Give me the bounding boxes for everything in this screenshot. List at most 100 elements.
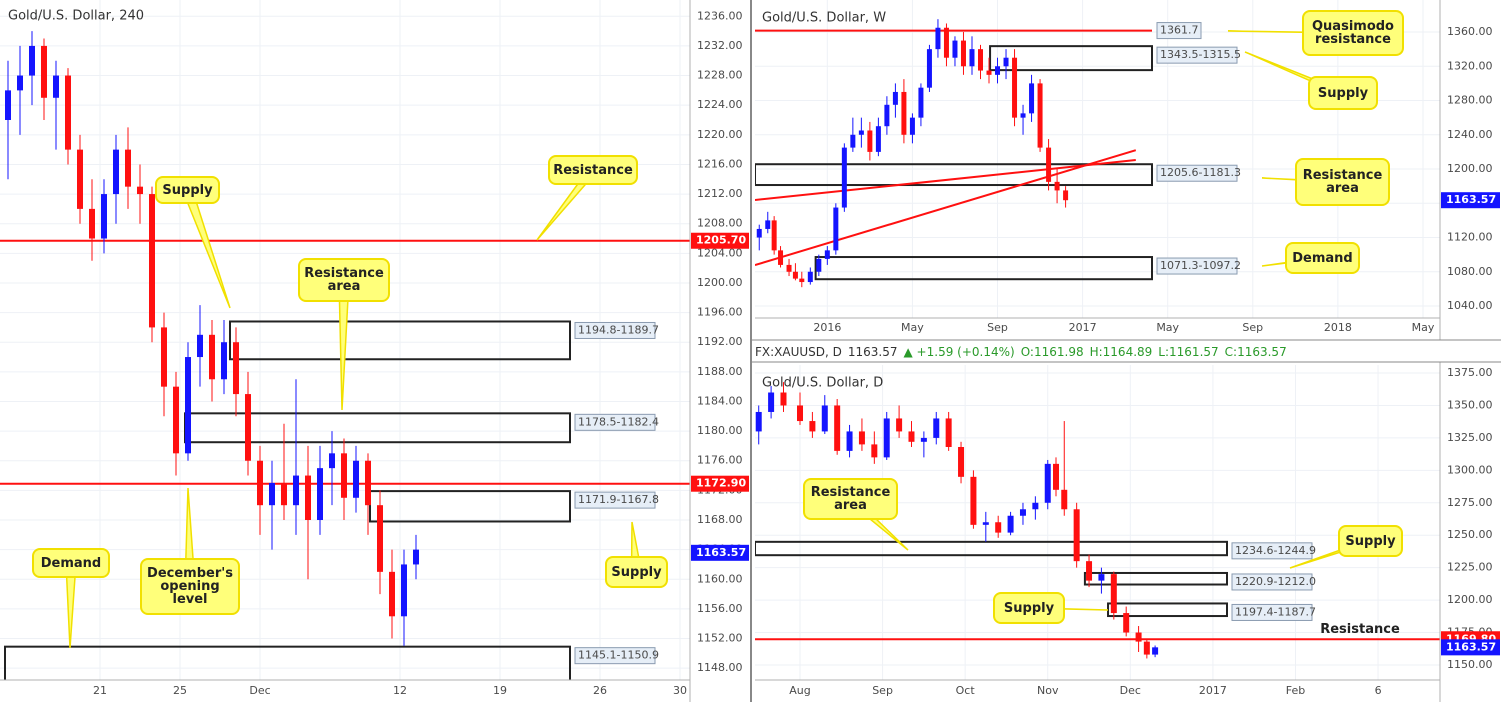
y-tick-label: 1300.00 (1447, 463, 1493, 476)
candle-body (918, 87, 924, 118)
y-tick-label: 1220.00 (697, 128, 743, 141)
zone-label: 1171.9-1167.8 (578, 493, 659, 506)
plot-area (0, 0, 690, 680)
x-tick-label: 26 (593, 684, 607, 697)
x-tick-label: 2017 (1199, 684, 1227, 697)
candle-body (756, 228, 762, 238)
candle-body (1032, 502, 1039, 510)
candle-body (933, 418, 940, 438)
candle-body (65, 75, 71, 150)
candle-body (17, 75, 23, 91)
y-tick-label: 1225.00 (1447, 561, 1493, 574)
candle-body (1053, 463, 1060, 490)
candle-body (1123, 613, 1130, 633)
zone-box (814, 256, 1154, 281)
y-tick-label: 1150.00 (1447, 658, 1493, 671)
candle-body (824, 250, 830, 259)
x-tick-label: Sep (987, 321, 1008, 334)
y-tick-label: 1250.00 (1447, 528, 1493, 541)
candle-body (329, 453, 335, 469)
chart-title: Gold/U.S. Dollar, D (762, 376, 883, 391)
x-tick-label: May (1412, 321, 1435, 334)
candle-body (1135, 632, 1142, 642)
y-tick-label: 1375.00 (1447, 366, 1493, 379)
x-tick-label: May (1156, 321, 1179, 334)
callout: December's opening level (140, 558, 240, 615)
callout: Demand (1285, 242, 1360, 274)
candle-body (1037, 83, 1043, 148)
x-tick-label: Sep (1242, 321, 1263, 334)
y-tick-label: 1192.00 (697, 335, 743, 348)
zone-label: 1194.8-1189.7 (578, 323, 659, 336)
candle-body (257, 460, 263, 506)
candle-body (1086, 561, 1093, 581)
price-tag (1441, 192, 1500, 209)
y-tick-label: 1208.00 (697, 217, 743, 230)
zone-box (369, 490, 571, 523)
y-tick-label: 1216.00 (697, 157, 743, 170)
x-tick-label: 21 (93, 684, 107, 697)
candle-body (149, 194, 155, 328)
candle-body (29, 45, 35, 76)
x-tick-label: Nov (1037, 684, 1059, 697)
candle-body (809, 421, 816, 432)
candle-body (1054, 181, 1060, 191)
y-tick-label: 1156.00 (697, 602, 743, 615)
change: ▲ +1.59 (+0.14%) (903, 345, 1015, 359)
candle-body (977, 49, 983, 71)
zone-tag (574, 321, 656, 339)
candle-body (935, 27, 941, 50)
x-tick-label: Aug (789, 684, 810, 697)
candle-body (970, 476, 977, 525)
candle-body (5, 90, 11, 120)
callout: Supply (605, 556, 668, 588)
candle-body (871, 444, 878, 458)
x-tick-label: 6 (1375, 684, 1382, 697)
candle-body (1152, 647, 1159, 655)
candle-body (807, 271, 813, 283)
candle-body (771, 220, 777, 251)
candle-body (221, 342, 227, 380)
candle-body (846, 431, 853, 451)
candle-body (53, 75, 59, 98)
y-tick-label: 1080.00 (1447, 265, 1493, 278)
x-tick-label: 2016 (813, 321, 841, 334)
y-tick-label: 1325.00 (1447, 431, 1493, 444)
price-tag-label: 1205.70 (696, 234, 746, 247)
zone-tag (574, 413, 656, 431)
candle-body (792, 271, 798, 279)
price-tag (691, 475, 749, 492)
zone-label: 1220.9-1212.0 (1235, 575, 1316, 588)
zone-box (1083, 571, 1229, 586)
candle-body (209, 334, 215, 380)
candle-body (353, 460, 359, 498)
y-tick-label: 1275.00 (1447, 496, 1493, 509)
candle-body (926, 49, 932, 88)
callout: Supply (1308, 76, 1378, 110)
y-tick-label: 1232.00 (697, 39, 743, 52)
candle-body (41, 45, 47, 98)
zone-label: 1178.5-1182.4 (578, 415, 659, 428)
y-tick-label: 1320.00 (1447, 59, 1493, 72)
x-tick-label: Oct (956, 684, 976, 697)
candle-body (1143, 641, 1150, 655)
zone-tag (1156, 46, 1238, 64)
candle-body (755, 411, 762, 432)
zone-box (755, 163, 1153, 187)
candle-body (850, 134, 856, 148)
y-tick-label: 1280.00 (1447, 94, 1493, 107)
y-tick-label: 1120.00 (1447, 231, 1493, 244)
close: C:1163.57 (1224, 345, 1287, 359)
candle-body (943, 27, 949, 58)
candle-body (341, 453, 347, 498)
callout: Supply (155, 176, 220, 204)
x-tick-label: 2017 (1069, 321, 1097, 334)
candle-body (892, 91, 898, 105)
callout: Resistance area (803, 478, 898, 520)
candle-body (821, 405, 828, 432)
candle-body (89, 208, 95, 239)
candle-body (137, 186, 143, 195)
candle-body (413, 549, 419, 565)
candle-body (1012, 57, 1018, 118)
